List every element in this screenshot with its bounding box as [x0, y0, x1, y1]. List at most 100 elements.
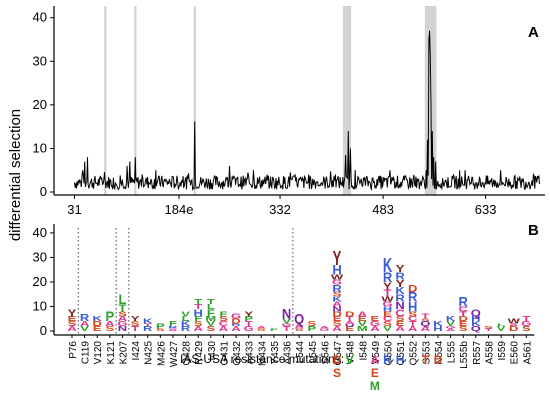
highlight-line: [104, 6, 107, 195]
logo-letter: Q: [471, 326, 481, 333]
logo-letter: S: [68, 321, 77, 328]
logo-letter: T: [194, 304, 203, 311]
y-axis-label: differential selection: [7, 109, 24, 241]
logo-letter: Y: [333, 246, 342, 270]
logo-letter: N: [118, 326, 127, 333]
logo-stack: SA: [257, 326, 267, 332]
panel-a: 0 10 20 30 40 31 184e 332 483 633 A: [33, 6, 545, 217]
site-label: I430: [207, 341, 218, 361]
logo-letter: S: [307, 321, 316, 328]
logo-letter: G: [370, 321, 380, 328]
site-label: N554: [434, 341, 445, 365]
logo-letter: S: [459, 326, 468, 333]
logo-letter: E: [345, 326, 354, 333]
site-label: M426: [156, 341, 167, 366]
logo-letter: G: [382, 301, 392, 308]
resistance-mutation: H: [396, 353, 405, 367]
logo-letter: A: [509, 323, 519, 327]
logo-letter: E: [68, 316, 77, 323]
logo-letter: R: [383, 270, 393, 285]
logo-letter: R: [143, 326, 153, 333]
logo-letter: K: [433, 321, 443, 328]
logo-letter: K: [181, 321, 191, 328]
logo-letter: K: [143, 318, 153, 325]
logo-letter: A: [294, 323, 304, 330]
logo-letter: A: [395, 326, 405, 333]
site-label: L544: [295, 341, 306, 364]
site-label: G547: [333, 341, 344, 366]
logo-letter: T: [384, 288, 393, 299]
resistance-mutation: R: [383, 353, 392, 367]
logo-letter: T: [484, 328, 492, 332]
logo-letter: R: [395, 293, 405, 304]
logo-letter: S: [106, 326, 115, 333]
logo-letter: A: [446, 328, 456, 332]
logo-letter: A: [332, 301, 342, 308]
logo-letter: Q: [345, 323, 355, 327]
resistance-letter: R: [383, 353, 392, 367]
logo-letter: P: [156, 323, 165, 330]
logo-letter: K: [383, 253, 393, 277]
site-label: S546: [320, 341, 331, 365]
logo-letter: M: [205, 316, 216, 323]
logo-letter: R: [332, 283, 342, 294]
logo-letter: T: [409, 321, 418, 328]
logo-letter: T: [283, 326, 292, 333]
logo-letter: T: [194, 299, 203, 306]
logo-stack: EDK: [93, 316, 103, 333]
logo-stack: RTK: [143, 318, 153, 333]
logo-stack: HK: [433, 321, 443, 333]
logo-letter: G: [332, 279, 342, 286]
logo-letter: F: [219, 311, 227, 318]
x-tick-label: 184e: [165, 202, 194, 217]
logo-letter: E: [371, 316, 380, 323]
logo-letter: A: [118, 316, 128, 323]
y-tick-label: 30: [33, 249, 47, 264]
site-label: Y435: [270, 341, 281, 365]
logo-letter: S: [421, 318, 430, 322]
logo-letter: Y: [396, 263, 405, 274]
logo-letter: F: [169, 321, 177, 328]
logo-letter: A: [421, 326, 431, 333]
y-tick-label: 10: [33, 140, 47, 155]
x-tick-label: 483: [372, 202, 394, 217]
logo-stack: GA: [319, 326, 329, 332]
resistance-letter: A: [371, 353, 380, 367]
highlight-bands: [104, 6, 437, 195]
y-tick-label: 20: [33, 97, 47, 112]
logo-letter: L: [207, 304, 216, 311]
logo-letter: K: [93, 316, 103, 323]
logo-letter: S: [206, 326, 215, 333]
site-label: Q551: [396, 341, 407, 366]
resistance-letter: E: [371, 366, 379, 380]
site-label: K121: [106, 341, 117, 365]
site-label: Q428: [182, 341, 193, 366]
series-line: [74, 30, 540, 192]
logo-letter: T: [131, 326, 140, 333]
logo-letter: E: [358, 316, 367, 323]
logo-letter: S: [396, 316, 405, 323]
logo-letter: C: [219, 321, 229, 328]
x-tick-label: 332: [269, 202, 291, 217]
logo-letter: D: [459, 316, 469, 323]
logo-letter: T: [346, 316, 355, 323]
logo-letter: T: [207, 299, 216, 306]
logo-letter: G: [521, 321, 531, 328]
logo-stack: PS: [307, 321, 316, 333]
logo-letter: C: [408, 316, 418, 323]
logo-letter: A: [257, 326, 267, 330]
site-label: Q432: [232, 341, 243, 366]
site-label: V548: [346, 341, 357, 365]
resistance-letter: V: [346, 353, 354, 367]
logo-letter: R: [181, 326, 191, 333]
logo-letter: T: [421, 313, 430, 320]
